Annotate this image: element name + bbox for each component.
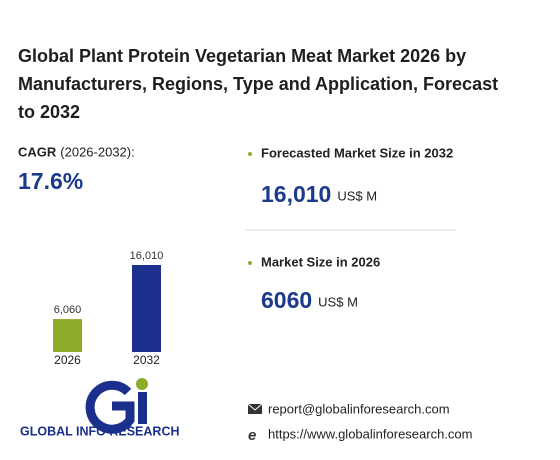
logo-g: [85, 380, 135, 434]
bar: [132, 265, 161, 352]
current-label: Market Size in 2026: [261, 254, 380, 269]
bar: [53, 319, 82, 352]
cagr-label: CAGR: [18, 144, 57, 159]
bullet: [248, 152, 252, 156]
email[interactable]: report@globalinforesearch.com: [268, 401, 450, 416]
cagr-period: (2026-2032):: [60, 144, 134, 159]
logo-text: GLOBAL INFO RESEARCH: [20, 424, 180, 438]
logo-dot: [136, 378, 148, 390]
email-icon: [248, 404, 262, 414]
cagr-value: 17.6%: [18, 168, 83, 194]
forecast-label: Forecasted Market Size in 2032: [261, 145, 453, 160]
title-text: Global Plant Protein Vegetarian Meat Mar…: [18, 46, 498, 122]
current-unit: US$ M: [318, 294, 358, 309]
logo-i: [138, 392, 147, 424]
logo-mark: [85, 378, 148, 434]
forecast-unit: US$ M: [337, 188, 377, 203]
title: Global Plant Protein Vegetarian Meat Mar…: [18, 46, 498, 122]
email-icon-flap: [247, 403, 263, 411]
website[interactable]: https://www.globalinforesearch.com: [268, 426, 472, 441]
current-value: 6060: [261, 287, 312, 313]
web-icon: e: [248, 427, 256, 444]
value-label: 16,010: [130, 250, 164, 262]
category-label: 2032: [133, 353, 160, 367]
bullet: [248, 261, 252, 265]
mini-chart: 6,060 2026 16,010 2032: [53, 250, 163, 367]
category-label: 2026: [54, 353, 81, 367]
forecast-value: 16,010: [261, 181, 331, 207]
value-label: 6,060: [54, 304, 82, 316]
